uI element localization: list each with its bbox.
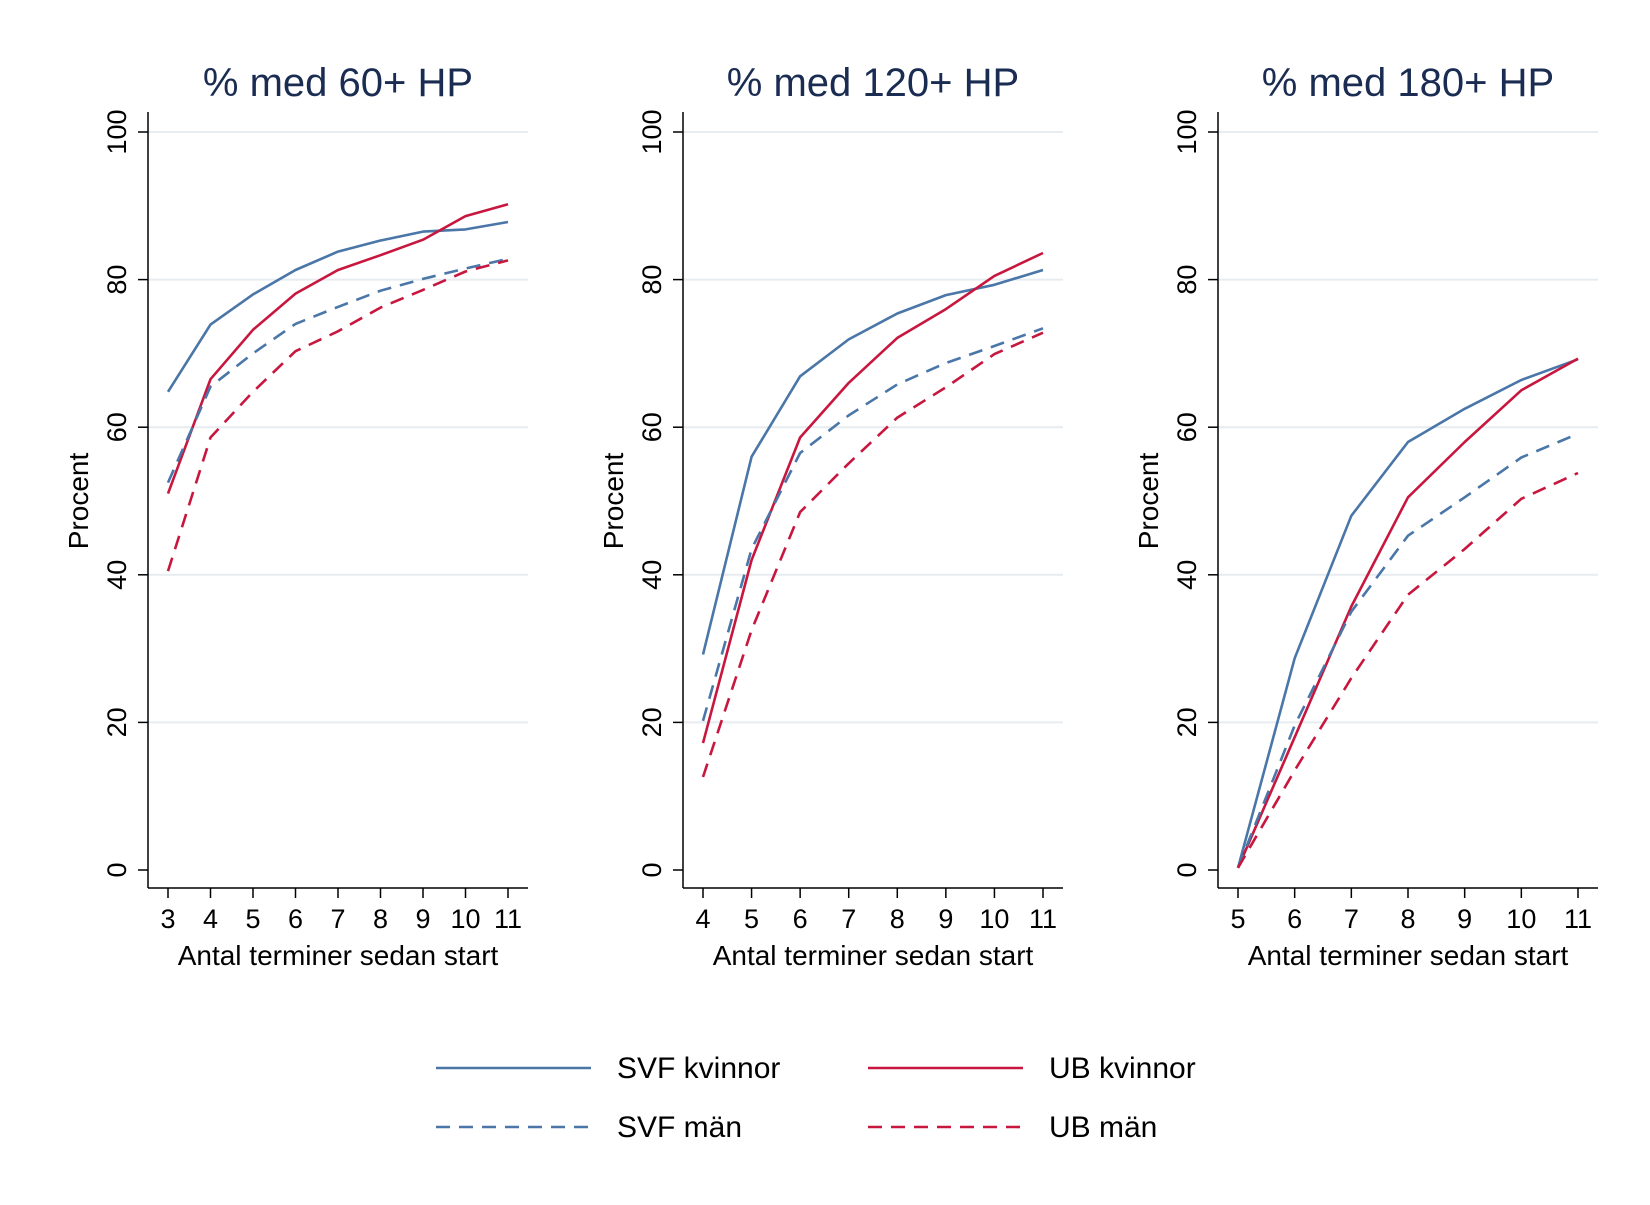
y-axis-label: Procent — [598, 453, 629, 550]
y-axis-label: Procent — [63, 453, 94, 550]
series-line-svf-man — [1236, 432, 1579, 869]
series-line-ub-man — [1236, 471, 1579, 869]
x-tick-label: 7 — [330, 904, 345, 934]
x-tick-label: 9 — [938, 904, 953, 934]
series-line-ub-kvinnor — [1236, 357, 1579, 869]
x-tick-label: 3 — [160, 904, 175, 934]
y-tick-label: 80 — [102, 265, 132, 295]
x-tick-label: 8 — [1400, 904, 1415, 934]
x-tick-label: 5 — [245, 904, 260, 934]
x-tick-label: 4 — [695, 904, 710, 934]
panel-title: % med 180+ HP — [1262, 61, 1554, 105]
y-axis-label: Procent — [1133, 453, 1164, 550]
y-tick-label: 80 — [637, 265, 667, 295]
x-tick-label: 11 — [1564, 904, 1592, 934]
legend-label: UB män — [1049, 1111, 1157, 1144]
series-line-svf-kvinnor — [701, 268, 1044, 655]
x-axis-label: Antal terminer sedan start — [713, 940, 1034, 971]
series-line-svf-man — [701, 327, 1044, 722]
y-tick-label: 40 — [1172, 560, 1202, 590]
panel-title: % med 60+ HP — [203, 61, 473, 105]
x-tick-label: 6 — [1287, 904, 1302, 934]
y-tick-label: 0 — [637, 862, 667, 877]
series-line-svf-kvinnor — [1236, 358, 1579, 869]
x-tick-label: 5 — [744, 904, 759, 934]
x-tick-label: 8 — [373, 904, 388, 934]
y-tick-label: 20 — [1172, 707, 1202, 737]
legend-label: UB kvinnor — [1049, 1052, 1196, 1085]
y-tick-label: 60 — [637, 412, 667, 442]
y-tick-label: 60 — [102, 412, 132, 442]
legend-label: SVF män — [617, 1111, 742, 1144]
x-tick-label: 10 — [450, 904, 480, 934]
panel-title: % med 120+ HP — [727, 61, 1019, 105]
y-tick-label: 100 — [102, 109, 132, 154]
x-tick-label: 8 — [890, 904, 905, 934]
y-tick-label: 40 — [637, 560, 667, 590]
x-tick-label: 10 — [979, 904, 1009, 934]
x-axis-label: Antal terminer sedan start — [178, 940, 499, 971]
x-tick-label: 11 — [1029, 904, 1057, 934]
x-tick-label: 5 — [1230, 904, 1245, 934]
x-axis-label: Antal terminer sedan start — [1248, 940, 1569, 971]
x-tick-label: 9 — [1457, 904, 1472, 934]
chart-panel-2: 0 20 40 60 80 100 4 5 6 7 8 9 10 11 % med 120+ HP Antal… — [598, 61, 1063, 971]
y-tick-label: 100 — [1172, 109, 1202, 154]
legend: SVF kvinnor UB kvinnor SVF män UB män — [436, 1052, 1196, 1144]
series-line-ub-kvinnor — [166, 203, 509, 495]
series-line-svf-man — [166, 257, 509, 484]
x-tick-label: 11 — [494, 904, 522, 934]
series-line-ub-kvinnor — [701, 251, 1044, 744]
x-tick-label: 6 — [793, 904, 808, 934]
x-tick-label: 10 — [1506, 904, 1536, 934]
y-tick-label: 40 — [102, 560, 132, 590]
y-tick-label: 60 — [1172, 412, 1202, 442]
legend-label: SVF kvinnor — [617, 1052, 780, 1085]
x-tick-label: 7 — [1344, 904, 1359, 934]
y-tick-label: 100 — [637, 109, 667, 154]
series-line-ub-man — [166, 259, 509, 572]
chart-panel-3: 0 20 40 60 80 100 5 6 7 8 9 10 11 % med 180+ HP Antal … — [1133, 61, 1598, 971]
chart-panel-1: 0 20 40 60 80 100 3 4 5 6 7 8 9 10 11 % med 60+ HP Antal… — [63, 61, 528, 971]
x-tick-label: 7 — [841, 904, 856, 934]
y-tick-label: 20 — [637, 707, 667, 737]
y-tick-label: 20 — [102, 707, 132, 737]
y-tick-label: 0 — [1172, 862, 1202, 877]
x-tick-label: 6 — [288, 904, 303, 934]
x-tick-label: 9 — [415, 904, 430, 934]
x-tick-label: 4 — [203, 904, 218, 934]
series-line-svf-kvinnor — [166, 220, 509, 393]
y-tick-label: 80 — [1172, 265, 1202, 295]
y-tick-label: 0 — [102, 862, 132, 877]
